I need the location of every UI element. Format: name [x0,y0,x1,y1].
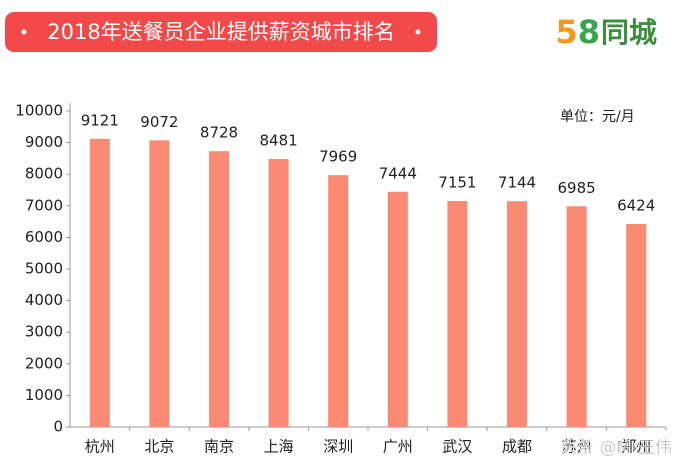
y-tick-label: 9000 [25,133,63,151]
title-banner [5,12,437,52]
value-label: 7144 [498,174,536,192]
x-tick-label: 北京 [144,438,174,456]
banner-dot [415,29,421,35]
x-tick-label: 南京 [204,438,234,456]
y-tick-label: 7000 [25,196,63,214]
y-tick-label: 0 [53,418,63,436]
bar [328,175,349,427]
value-label: 8728 [200,124,238,142]
y-tick-label: 10000 [15,102,63,120]
value-label: 9072 [140,113,178,131]
value-label: 9121 [81,111,119,129]
bar [447,201,468,427]
unit-note: 单位：元/月 [560,109,635,125]
x-tick-label: 上海 [264,438,294,456]
bar [507,201,527,427]
x-tick-label: 苏州 [562,438,592,456]
x-tick-label: 杭州 [85,438,115,456]
bar [387,191,408,427]
y-tick-label: 2000 [25,354,63,372]
bar [268,159,289,427]
chart-title: 2018年送餐员企业提供薪资城市排名 [47,20,394,44]
value-label: 7151 [438,174,476,192]
y-tick-label: 3000 [25,323,63,341]
x-tick-label: 成都 [502,438,532,456]
x-tick-label: 广州 [383,438,413,456]
value-label: 6424 [617,197,655,215]
y-tick-label: 6000 [25,228,63,246]
y-tick-label: 5000 [25,260,63,278]
banner-dot [21,29,27,35]
y-tick-label: 8000 [25,165,63,183]
x-tick-label: 郑州 [621,438,651,456]
y-tick-label: 4000 [25,291,63,309]
bar [89,138,110,427]
watermark: 头条 @Mr王伟 [560,438,672,458]
x-tick-label: 深圳 [323,438,353,456]
bar [626,224,647,427]
bar [566,206,587,427]
value-label: 7444 [379,164,417,182]
bar [149,140,170,427]
logo-name: 同城 [601,16,657,49]
value-label: 6985 [558,179,596,197]
bar [209,151,229,428]
x-tick-label: 武汉 [442,438,472,456]
logo-number: 58 [555,13,600,51]
y-tick-label: 1000 [25,386,63,404]
value-label: 8481 [260,132,298,150]
value-label: 7969 [319,148,357,166]
